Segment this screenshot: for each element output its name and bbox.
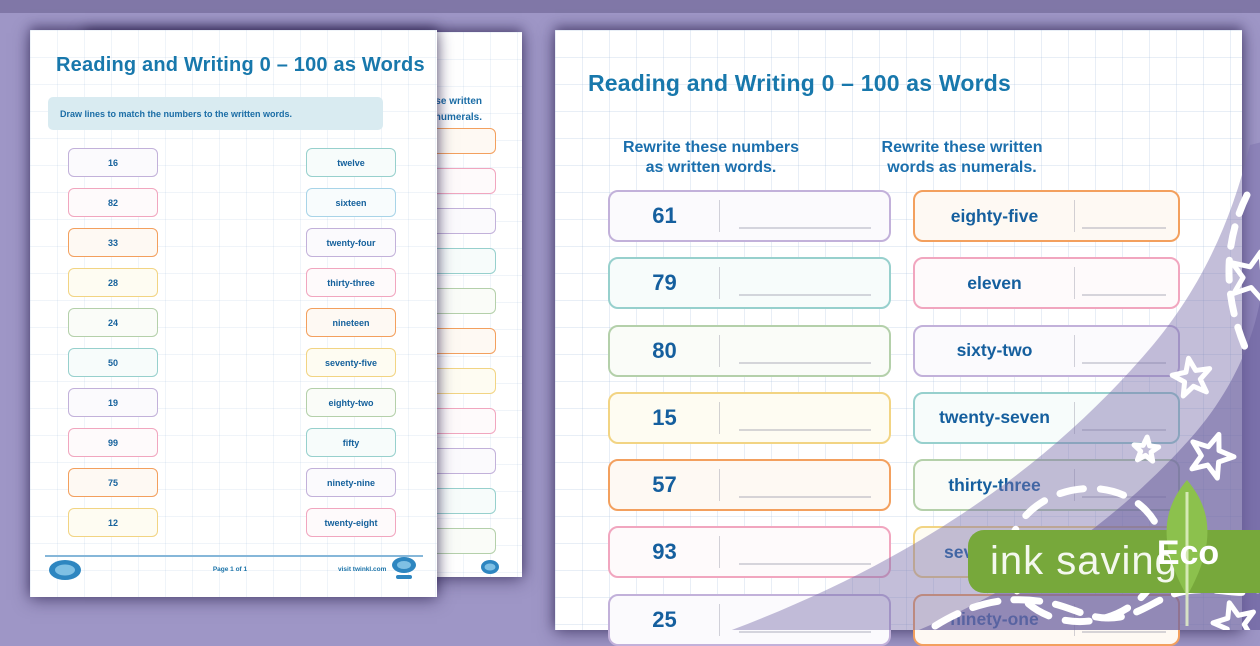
footer-page-info: Page 1 of 1 — [212, 566, 248, 573]
answer-line — [739, 630, 871, 633]
twinkl-mini-logo — [481, 560, 499, 574]
number-rewrite-box: 80 — [608, 324, 891, 377]
number-rewrite-box: 79 — [608, 257, 891, 310]
word-box: sixteen — [306, 188, 396, 217]
box-divider — [719, 603, 720, 636]
answer-line — [1082, 294, 1166, 297]
number-box: 82 — [68, 188, 158, 217]
worksheet-page-matching: Reading and Writing 0 – 100 as Words Dra… — [30, 30, 437, 597]
box-divider — [1074, 469, 1075, 502]
number-box: 99 — [68, 428, 158, 457]
word-box: twelve — [306, 148, 396, 177]
eco-label: Eco — [1156, 534, 1220, 572]
answer-line — [739, 428, 871, 431]
words-column: twelve sixteen twenty-four thirty-three nine… — [306, 148, 396, 537]
box-divider — [1074, 267, 1075, 300]
word-box: eighty-two — [306, 388, 396, 417]
word-rewrite-box: ninety-one — [913, 593, 1180, 646]
number-rewrite-box: 61 — [608, 190, 891, 242]
box-divider — [719, 536, 720, 569]
word-box: seventy-five — [306, 348, 396, 377]
word-rewrite-box: eighty-five — [913, 190, 1180, 242]
number-box: 19 — [68, 388, 158, 417]
footer-divider — [45, 555, 423, 557]
box-divider — [719, 469, 720, 502]
number-rewrite-box: 57 — [608, 459, 891, 512]
word-box: twenty-four — [306, 228, 396, 257]
number-box: 33 — [68, 228, 158, 257]
words-column-header: Rewrite these written words as numerals. — [881, 139, 1043, 176]
word-box: nineteen — [306, 308, 396, 337]
word-rewrite-box: thirty-three — [913, 459, 1180, 512]
answer-line — [739, 227, 871, 229]
page-title: Reading and Writing 0 – 100 as Words — [588, 70, 1012, 96]
ink-saving-label: ink saving — [990, 539, 1178, 583]
number-box: 24 — [68, 308, 158, 337]
numbers-column: 16 82 33 28 24 50 19 99 75 12 — [68, 148, 158, 537]
footer-website: visit twinkl.com — [338, 566, 387, 573]
answer-line — [1082, 361, 1166, 364]
box-divider — [719, 334, 720, 367]
box-divider — [1074, 603, 1075, 636]
word-rewrite-box: sixty-two — [913, 324, 1180, 377]
number-box: 75 — [68, 468, 158, 497]
number-box: 50 — [68, 348, 158, 377]
answer-line — [739, 563, 871, 566]
instruction-text: Draw lines to match the numbers to the w… — [60, 108, 293, 119]
number-rewrite-box: 25 — [608, 593, 891, 646]
word-box: twenty-eight — [306, 508, 396, 537]
box-divider — [719, 267, 720, 300]
instruction-box: Draw lines to match the numbers to the w… — [48, 97, 383, 130]
box-divider — [1074, 334, 1075, 367]
box-divider — [1074, 401, 1075, 434]
word-box: ninety-nine — [306, 468, 396, 497]
footer-badge-icon — [392, 557, 416, 579]
answer-line — [739, 496, 871, 499]
answer-line — [1082, 227, 1166, 229]
number-box: 28 — [68, 268, 158, 297]
twinkl-cloud-logo — [49, 560, 81, 580]
box-divider — [719, 200, 720, 232]
word-rewrite-box: eleven — [913, 257, 1180, 310]
answer-line — [1082, 630, 1166, 633]
box-divider — [1074, 200, 1075, 232]
word-box: fifty — [306, 428, 396, 457]
answer-line — [739, 361, 871, 364]
box-divider — [719, 401, 720, 434]
number-box: 12 — [68, 508, 158, 537]
word-box: thirty-three — [306, 268, 396, 297]
answer-line — [1082, 428, 1166, 431]
rewrite-numbers-column: 61 79 80 15 57 93 — [608, 190, 891, 646]
answer-line — [739, 294, 871, 297]
number-rewrite-box: 15 — [608, 391, 891, 444]
number-rewrite-box: 93 — [608, 526, 891, 579]
answer-line — [1082, 496, 1166, 499]
word-rewrite-box: twenty-seven — [913, 391, 1180, 444]
numbers-column-header: Rewrite these numbers as written words. — [622, 139, 800, 176]
number-box: 16 — [68, 148, 158, 177]
page-title: Reading and Writing 0 – 100 as Words — [56, 54, 425, 76]
